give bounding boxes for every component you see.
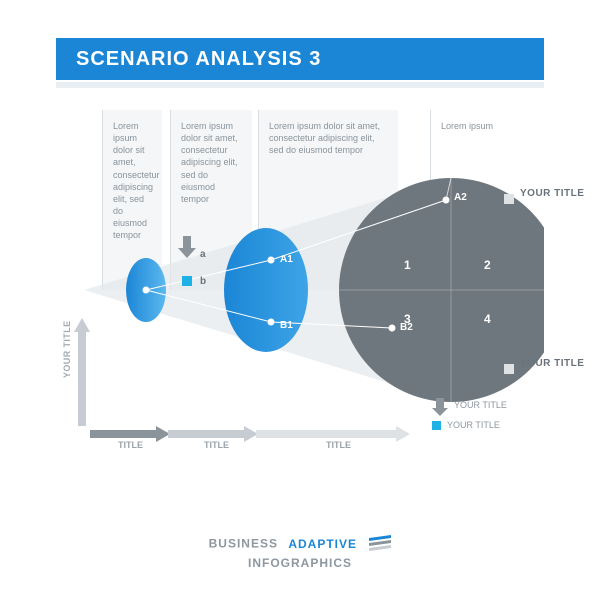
legend-square-icon — [432, 421, 441, 430]
header-underline — [56, 82, 544, 88]
cone-diagram — [56, 110, 544, 450]
legend-item-1: YOUR TITLE — [454, 400, 507, 410]
node-a1-label: A1 — [280, 254, 293, 265]
legend-arrow-down-icon — [432, 398, 448, 421]
quadrant-2: 2 — [484, 258, 491, 272]
legend-item-2-text: YOUR TITLE — [447, 420, 500, 430]
y-axis-title: YOUR TITLE — [62, 321, 72, 379]
page-title: SCENARIO ANALYSIS 3 — [76, 48, 321, 71]
header-bar: SCENARIO ANALYSIS 3 — [56, 38, 544, 80]
x-label-3: TITLE — [326, 440, 351, 450]
footer-word-3: INFOGRAPHICS — [248, 556, 352, 570]
footer: BUSINESS ADAPTIVE INFOGRAPHICS — [0, 535, 600, 570]
x-label-1: TITLE — [118, 440, 143, 450]
marker-b-label: b — [200, 276, 206, 287]
node-b2-label: B2 — [400, 322, 413, 333]
footer-logo-icon — [369, 535, 391, 554]
quadrant-4: 4 — [484, 312, 491, 326]
right-title-2-text: YOUR TITLE — [520, 358, 584, 369]
node-a2-label: A2 — [454, 192, 467, 203]
marker-b-square — [182, 276, 192, 286]
arrow-down-icon — [178, 236, 196, 263]
node-b1-label: B1 — [280, 320, 293, 331]
right-marker-1 — [504, 194, 514, 204]
footer-word-2: ADAPTIVE — [288, 537, 357, 551]
footer-word-1: BUSINESS — [209, 537, 278, 551]
x-label-2: TITLE — [204, 440, 229, 450]
quadrant-1: 1 — [404, 258, 411, 272]
right-title-1-text: YOUR TITLE — [520, 188, 584, 199]
right-title-2: YOUR TITLE — [520, 358, 584, 369]
legend-item-2: YOUR TITLE — [432, 420, 500, 430]
marker-a-label: a — [200, 249, 206, 260]
right-marker-2 — [504, 364, 514, 374]
right-title-1: YOUR TITLE — [520, 188, 584, 199]
canvas: SCENARIO ANALYSIS 3 Lorem ipsum dolor si… — [0, 0, 600, 600]
legend-item-1-text: YOUR TITLE — [454, 400, 507, 410]
